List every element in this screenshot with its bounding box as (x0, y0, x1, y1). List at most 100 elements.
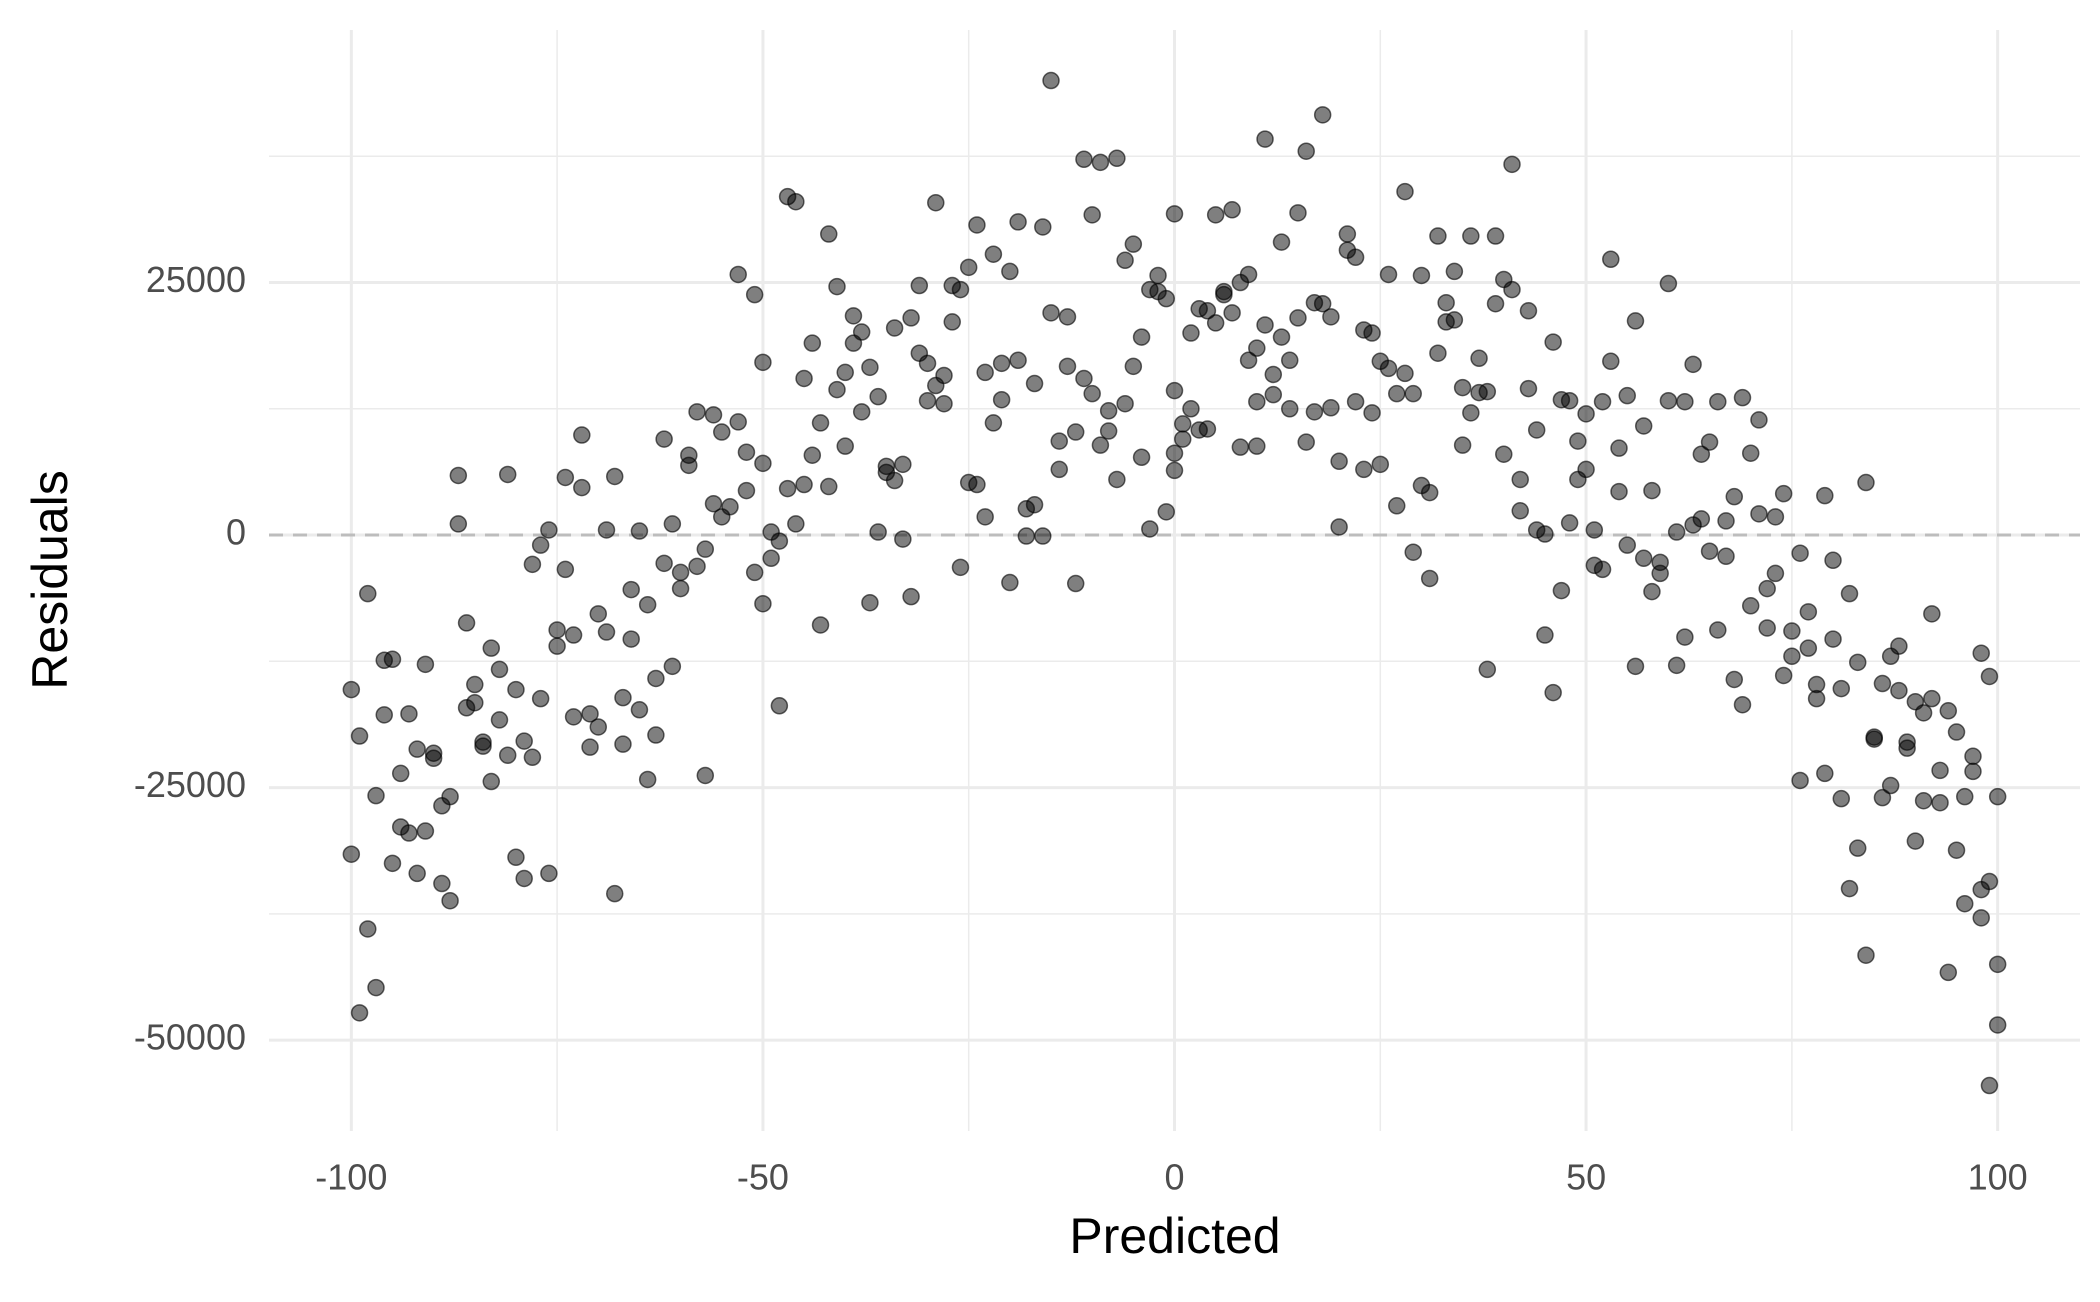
point (1643, 481, 1661, 500)
point (918, 391, 937, 410)
point (1774, 666, 1793, 685)
point (1198, 302, 1217, 320)
points (342, 71, 2007, 1095)
point (1733, 388, 1752, 407)
point (787, 515, 805, 533)
point (531, 689, 550, 708)
point (1313, 294, 1332, 313)
point (1165, 461, 1184, 480)
point (1914, 791, 1933, 810)
point (1709, 392, 1727, 411)
point (515, 732, 533, 750)
point (1750, 505, 1768, 523)
point (1840, 879, 1859, 898)
point (1091, 153, 1110, 172)
point (1700, 542, 1719, 560)
point (383, 854, 402, 873)
point (852, 403, 871, 421)
point (729, 265, 747, 284)
point (737, 481, 756, 500)
point (795, 475, 813, 494)
point (1873, 788, 1892, 807)
point (647, 726, 665, 744)
point (902, 587, 920, 606)
point (605, 884, 624, 903)
point (548, 637, 566, 655)
point (1429, 227, 1447, 245)
point (605, 467, 624, 486)
point (1939, 702, 1958, 720)
point (688, 403, 706, 421)
point (1774, 484, 1793, 503)
x-axis-title: Predicted (1069, 1208, 1280, 1264)
point (1783, 622, 1801, 640)
point (1560, 514, 1579, 532)
point (1733, 695, 1752, 714)
point (1544, 683, 1562, 702)
point (1626, 312, 1645, 330)
point (1388, 384, 1406, 403)
point (1717, 512, 1735, 530)
point (564, 708, 583, 726)
point (1075, 150, 1093, 169)
point (1034, 218, 1052, 236)
point (597, 521, 616, 539)
point (671, 579, 690, 598)
point (1116, 251, 1134, 270)
point (1050, 460, 1069, 479)
point (1700, 433, 1719, 451)
point (350, 727, 369, 745)
point (836, 437, 854, 455)
point (1519, 302, 1538, 320)
point (1157, 289, 1176, 308)
point (704, 406, 723, 424)
point (1750, 411, 1768, 429)
point (1956, 787, 1974, 806)
point (1462, 227, 1480, 245)
point (1206, 206, 1225, 224)
point (1264, 385, 1283, 404)
point (490, 660, 509, 679)
point (663, 515, 682, 533)
point (342, 680, 361, 699)
point (1873, 674, 1892, 693)
point (992, 390, 1011, 409)
point (1330, 452, 1348, 471)
point (1165, 205, 1184, 223)
point (811, 616, 830, 634)
point (1124, 235, 1143, 253)
point (638, 770, 657, 789)
point (564, 626, 583, 644)
point (441, 787, 459, 806)
point (1593, 392, 1612, 411)
point (1256, 316, 1274, 334)
point (1371, 455, 1390, 474)
point (1215, 282, 1233, 301)
point (1231, 438, 1250, 456)
x-tick-label: 100 (1968, 1157, 2028, 1198)
point (614, 688, 632, 707)
point (408, 740, 426, 758)
point (1890, 637, 1908, 655)
point (1593, 560, 1612, 579)
point (1453, 378, 1472, 397)
point (688, 557, 706, 576)
point (449, 515, 468, 533)
point (1141, 520, 1159, 538)
point (852, 323, 871, 341)
point (1313, 106, 1332, 124)
point (1223, 201, 1241, 219)
point (1585, 521, 1604, 539)
point (1248, 392, 1266, 411)
point (820, 477, 838, 496)
point (1898, 739, 1916, 757)
point (1536, 525, 1554, 543)
point (1355, 460, 1373, 479)
point (869, 387, 887, 406)
point (1634, 417, 1653, 435)
point (1618, 536, 1636, 554)
point (490, 711, 509, 729)
point (951, 558, 970, 577)
point (1956, 894, 1974, 913)
point (1363, 324, 1381, 342)
